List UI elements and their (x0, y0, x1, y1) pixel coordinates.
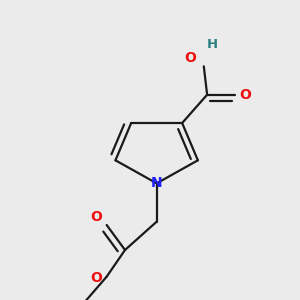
Text: O: O (184, 51, 196, 65)
Text: O: O (90, 271, 102, 285)
Text: N: N (151, 176, 163, 190)
Text: O: O (90, 210, 102, 224)
Text: H: H (207, 38, 218, 51)
Text: O: O (239, 88, 251, 102)
